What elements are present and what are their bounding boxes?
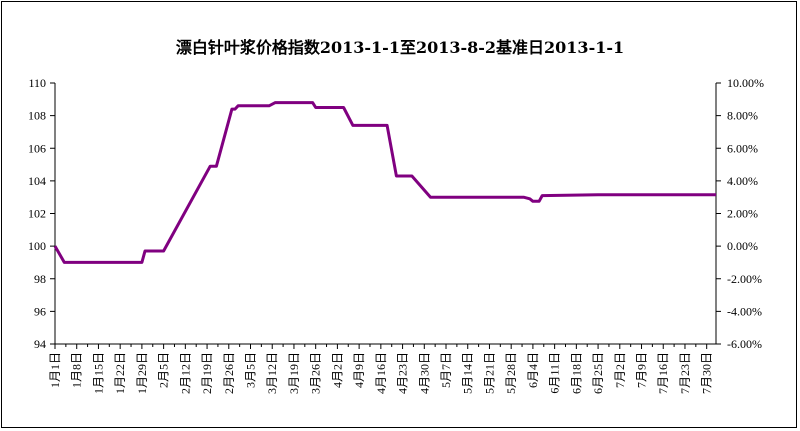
y-tick-label: 104	[28, 174, 46, 188]
y-tick-label: 100	[28, 239, 46, 253]
y2-tick-label: 8.00%	[727, 109, 758, 123]
y-tick-label: 94	[34, 337, 46, 351]
x-tick-label: 3月5日	[244, 352, 258, 388]
y2-tick-label: 0.00%	[727, 239, 758, 253]
x-tick-label: 5月14日	[461, 352, 475, 394]
y2-tick-label: 10.00%	[727, 76, 764, 90]
x-tick-label: 3月19日	[287, 352, 301, 394]
x-tick-label: 1月29日	[135, 352, 149, 394]
y-tick-label: 106	[28, 141, 46, 155]
x-tick-label: 2月19日	[200, 352, 214, 394]
y-tick-label: 110	[28, 76, 46, 90]
x-tick-label: 6月11日	[548, 352, 562, 394]
x-tick-label: 2月5日	[157, 352, 171, 388]
y2-tick-label: 2.00%	[727, 207, 758, 221]
x-tick-label: 1月1日	[48, 352, 62, 388]
y-tick-label: 98	[34, 272, 46, 286]
x-tick-label: 3月12日	[265, 352, 279, 394]
chart-title: 漂白针叶浆价格指数2013-1-1至2013-8-2基准日2013-1-1	[175, 38, 625, 57]
x-tick-label: 4月16日	[374, 352, 388, 394]
x-tick-label: 2月26日	[222, 352, 236, 394]
x-tick-label: 4月23日	[396, 352, 410, 394]
x-tick-label: 1月15日	[91, 352, 105, 394]
x-tick-label: 1月8日	[70, 352, 84, 388]
x-tick-label: 7月9日	[635, 352, 649, 388]
y-tick-label: 108	[28, 109, 46, 123]
x-tick-label: 7月23日	[678, 352, 692, 394]
x-tick-label: 7月2日	[613, 352, 627, 388]
x-tick-label: 6月18日	[569, 352, 583, 394]
y2-tick-label: -2.00%	[727, 272, 762, 286]
x-tick-label: 3月26日	[309, 352, 323, 394]
x-tick-label: 5月28日	[504, 352, 518, 394]
y2-tick-label: -4.00%	[727, 304, 762, 318]
x-tick-label: 6月4日	[526, 352, 540, 388]
x-tick-label: 2月12日	[178, 352, 192, 394]
y-tick-label: 96	[34, 304, 46, 318]
x-tick-label: 1月22日	[113, 352, 127, 394]
x-tick-label: 5月21日	[482, 352, 496, 394]
x-tick-label: 4月9日	[352, 352, 366, 388]
y2-tick-label: 6.00%	[727, 141, 758, 155]
price-index-series-line	[53, 101, 716, 264]
x-tick-label: 7月16日	[656, 352, 670, 394]
x-tick-label: 4月2日	[330, 352, 344, 388]
x-tick-label: 6月25日	[591, 352, 605, 394]
y-tick-label: 102	[28, 207, 46, 221]
x-tick-label: 7月30日	[700, 352, 714, 394]
y2-tick-label: -6.00%	[727, 337, 762, 351]
x-tick-label: 4月30日	[417, 352, 431, 394]
y2-tick-label: 4.00%	[727, 174, 758, 188]
x-tick-label: 5月7日	[439, 352, 453, 388]
